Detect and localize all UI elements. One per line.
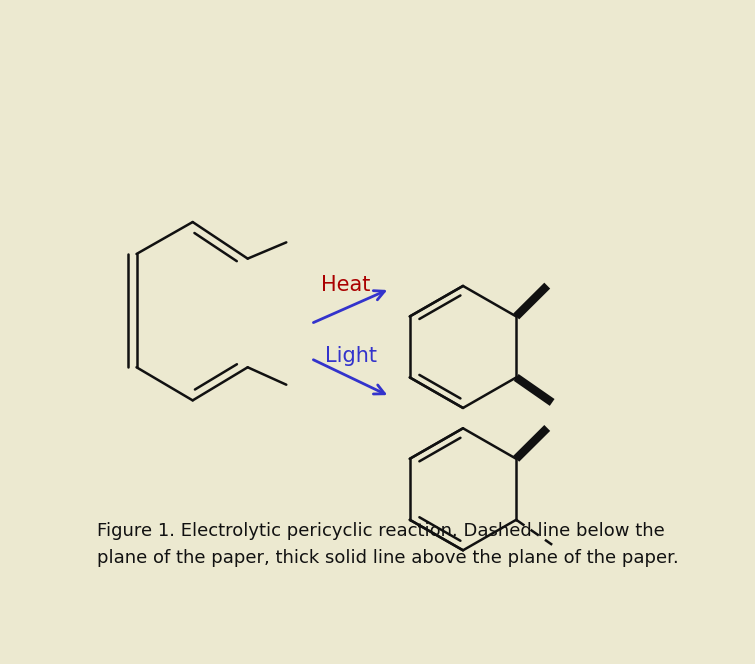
- Text: Heat: Heat: [322, 275, 371, 295]
- Text: Light: Light: [325, 345, 377, 365]
- Text: Figure 1. Electrolytic pericyclic reaction. Dashed line below the
plane of the p: Figure 1. Electrolytic pericyclic reacti…: [97, 523, 679, 567]
